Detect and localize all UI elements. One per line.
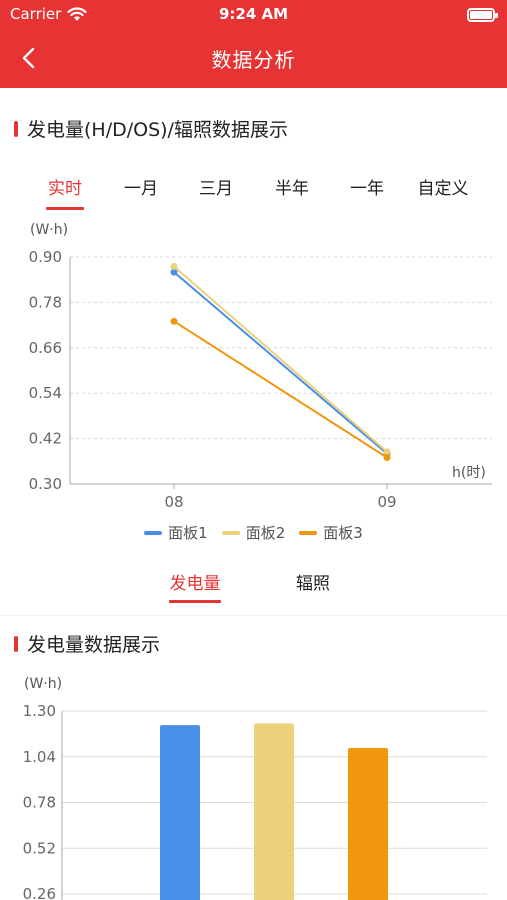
series-line-3 <box>173 320 388 459</box>
line-chart-x-unit: h(时) <box>452 465 486 481</box>
line-chart: 0.90 0.78 0.66 0.54 0.42 0.30 08 09 <box>29 248 492 511</box>
bar-3 <box>348 747 388 900</box>
battery-icon <box>467 8 498 22</box>
bar-chart-y-unit: (W·h) <box>24 676 63 692</box>
legend-label: 面板3 <box>323 524 363 542</box>
y-tick-label: 0.54 <box>29 384 62 402</box>
data-point <box>383 454 391 462</box>
y-tick-label: 0.52 <box>23 839 56 857</box>
y-tick-label: 0.78 <box>29 293 62 311</box>
legend-item-panel3[interactable]: 面板3 <box>299 522 363 543</box>
legend-swatch <box>221 530 240 535</box>
legend-item-panel2[interactable]: 面板2 <box>221 522 286 543</box>
tab-irradiance[interactable]: 辐照 <box>296 574 330 594</box>
time-range-tabs: 实时 一月 三月 半年 一年 自定义 <box>0 174 507 214</box>
x-tick-label: 08 <box>164 493 183 511</box>
status-bar: Carrier 9:24 AM <box>0 0 507 30</box>
legend-label: 面板2 <box>245 524 286 542</box>
section-title-generation: 发电量数据展示 <box>14 630 160 657</box>
page-title: 数据分析 <box>211 48 296 72</box>
status-time: 9:24 AM <box>218 5 289 23</box>
y-tick-label: 0.90 <box>29 248 62 266</box>
data-point <box>383 448 391 456</box>
carrier-label: Carrier <box>10 5 62 23</box>
tab-three-months[interactable]: 三月 <box>199 179 233 199</box>
battery-level <box>470 11 492 19</box>
tab-custom[interactable]: 自定义 <box>417 179 469 199</box>
section-title-text: 发电量(H/D/OS)/辐照数据展示 <box>27 119 288 141</box>
section-title-overview: 发电量(H/D/OS)/辐照数据展示 <box>14 115 288 142</box>
series-line-1 <box>173 271 388 455</box>
nav-bar: 数据分析 <box>0 30 507 88</box>
y-tick-label: 1.04 <box>23 748 56 766</box>
section-accent-bar <box>14 120 18 137</box>
legend-swatch <box>299 530 318 535</box>
chevron-left-icon <box>22 47 35 69</box>
line-chart-y-unit: (W·h) <box>30 222 69 238</box>
bar-2 <box>254 723 294 900</box>
wifi-icon <box>67 6 87 21</box>
chart-legend: 面板1 面板2 面板3 <box>0 522 507 543</box>
y-tick-label: 0.78 <box>23 794 56 812</box>
status-left: Carrier <box>10 5 87 23</box>
section-accent-bar <box>14 635 18 652</box>
tab-one-year[interactable]: 一年 <box>350 179 384 199</box>
data-point <box>170 268 178 276</box>
x-tick-label: 09 <box>377 493 396 511</box>
data-point <box>170 317 178 325</box>
section-title-text: 发电量数据展示 <box>27 634 161 656</box>
y-tick-label: 0.66 <box>29 339 62 357</box>
legend-item-panel1[interactable]: 面板1 <box>144 522 208 543</box>
tab-generation[interactable]: 发电量 <box>155 569 235 603</box>
legend-label: 面板1 <box>168 524 208 542</box>
y-tick-label: 1.30 <box>23 702 56 720</box>
metric-tabs: 发电量 辐照 <box>0 569 507 609</box>
tab-half-year[interactable]: 半年 <box>275 179 309 199</box>
tab-one-month[interactable]: 一月 <box>124 179 158 199</box>
tab-realtime[interactable]: 实时 <box>27 174 103 210</box>
legend-swatch <box>144 530 163 535</box>
y-tick-label: 0.30 <box>29 475 62 493</box>
data-point <box>170 262 178 270</box>
header: Carrier 9:24 AM 数据分析 <box>0 0 507 88</box>
back-button[interactable] <box>14 42 46 74</box>
y-tick-label: 0.26 <box>23 885 56 900</box>
bar-1 <box>160 725 200 900</box>
series-line-2 <box>173 265 388 453</box>
section-divider <box>0 615 507 616</box>
y-tick-label: 0.42 <box>29 430 62 448</box>
